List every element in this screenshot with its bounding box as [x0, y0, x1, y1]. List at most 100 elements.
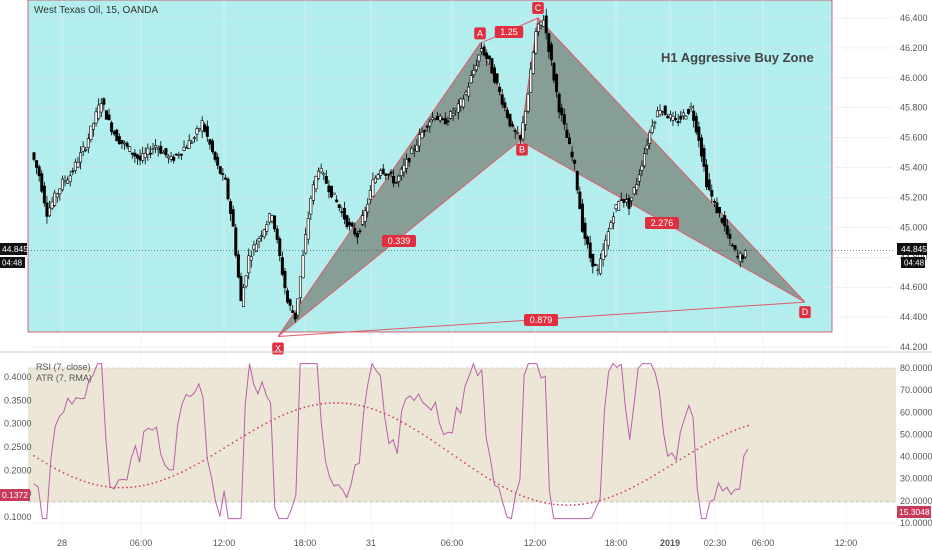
atr-dot: [671, 463, 673, 466]
osc-left-tick-label: 0.4000: [4, 372, 32, 382]
candle-body: [358, 230, 362, 233]
candle-body: [653, 121, 657, 124]
candle-body: [498, 86, 502, 93]
osc-right-tick-label: 70.0000: [900, 385, 932, 395]
candle-body: [221, 173, 225, 175]
atr-dot: [354, 403, 356, 406]
svg-text:04:48: 04:48: [2, 259, 23, 268]
atr-dot: [430, 438, 433, 441]
atr-dot: [662, 468, 665, 471]
candle-body: [438, 115, 442, 121]
candle-body: [609, 222, 613, 230]
candle-body: [107, 114, 111, 121]
candle-body: [557, 93, 561, 113]
atr-dot: [721, 434, 724, 437]
atr-dot: [104, 485, 107, 488]
candle-body: [32, 152, 36, 160]
osc-right-tick-label: 60.0000: [900, 407, 932, 417]
candle-body: [306, 218, 310, 240]
atr-dot: [164, 478, 166, 481]
candle-body: [298, 276, 302, 298]
atr-dot: [96, 484, 99, 486]
atr-dot: [379, 410, 382, 413]
atr-dot: [168, 476, 171, 479]
atr-dot: [683, 455, 686, 458]
candle-body: [234, 227, 238, 256]
candle-body: [580, 203, 584, 232]
candle-body: [425, 125, 429, 128]
candle-body: [60, 178, 64, 191]
atr-dot: [451, 453, 454, 456]
candle-body: [485, 52, 489, 59]
candle-body: [518, 134, 522, 140]
price-axis[interactable]: 46.400 46.200 46.000 45.800 45.600 45.400 45.2…: [900, 13, 928, 352]
atr-dot: [278, 416, 280, 418]
atr-dot: [586, 502, 589, 505]
candle-body: [487, 55, 491, 60]
osc-left-tick-label: 0.3500: [4, 395, 32, 405]
candle-body: [286, 290, 290, 303]
atr-dot: [248, 431, 251, 434]
atr-dot: [658, 471, 661, 474]
ratio-label-bg: [494, 26, 524, 38]
candle-body: [420, 132, 424, 139]
candle-body: [223, 177, 227, 180]
candle-body: [622, 198, 626, 203]
time-axis[interactable]: 28 06:00 12:00 18:00 31 06:00 12:00 18:00 2019 02…: [57, 538, 857, 548]
candle-body: [529, 68, 533, 93]
pattern-labels: X A B C D 1.25 0.339 2.276 0.879: [272, 2, 811, 355]
atr-dot: [747, 424, 749, 427]
candle-body: [684, 115, 688, 120]
atr-dot: [261, 424, 264, 427]
atr-dot: [41, 460, 44, 463]
osc-left-badge: 0.1372: [0, 489, 30, 501]
candle-body: [482, 46, 486, 56]
price-tick-label: 45.200: [900, 192, 928, 202]
atr-dot: [480, 473, 483, 476]
candle-body: [674, 118, 678, 121]
atr-dot: [295, 409, 297, 411]
osc-right-axis[interactable]: 80.0000 70.0000 60.0000 50.0000 40.0000 30.00…: [900, 363, 932, 528]
candle-body: [433, 118, 437, 120]
atr-dot: [303, 406, 306, 409]
candle-body: [373, 177, 377, 184]
candle-body: [66, 179, 70, 184]
candle-body: [226, 178, 230, 200]
time-tick-label: 12:00: [524, 538, 547, 548]
atr-dot: [548, 502, 551, 505]
candle-body: [679, 115, 683, 120]
candle-body: [141, 153, 145, 161]
candle-body: [474, 65, 478, 71]
candle-body: [342, 208, 346, 220]
candle-body: [146, 147, 150, 155]
candle-body: [443, 118, 447, 125]
oscillator-pane[interactable]: RSI (7, close) ATR (7, RMA) 0.4000 0.3500…: [0, 362, 932, 528]
atr-dot: [235, 439, 238, 442]
candle-body: [200, 120, 204, 132]
candle-body: [270, 215, 274, 222]
rsi-legend: RSI (7, close): [36, 362, 91, 372]
atr-dot: [282, 414, 285, 416]
atr-dot: [426, 436, 428, 438]
candle-body: [86, 138, 90, 148]
atr-dot: [734, 429, 737, 432]
candle-body: [599, 258, 603, 274]
atr-dot: [535, 499, 538, 502]
atr-dot: [58, 469, 61, 472]
candle-body: [177, 154, 181, 157]
chart-title: West Texas Oil, 15, OANDA: [34, 5, 158, 16]
candle-body: [161, 152, 165, 154]
candle-body: [63, 180, 67, 183]
candle-body: [68, 175, 72, 182]
candle-body: [710, 190, 714, 197]
atr-dot: [202, 459, 204, 462]
candle-body: [309, 197, 313, 215]
atr-dot: [649, 476, 652, 479]
candle-body: [394, 181, 398, 184]
left-price-badge: 44.845 04:48: [0, 243, 28, 268]
candle-body: [53, 192, 57, 206]
candle-body: [45, 202, 49, 217]
time-tick-label: 18:00: [294, 538, 317, 548]
candle-body: [120, 140, 124, 144]
